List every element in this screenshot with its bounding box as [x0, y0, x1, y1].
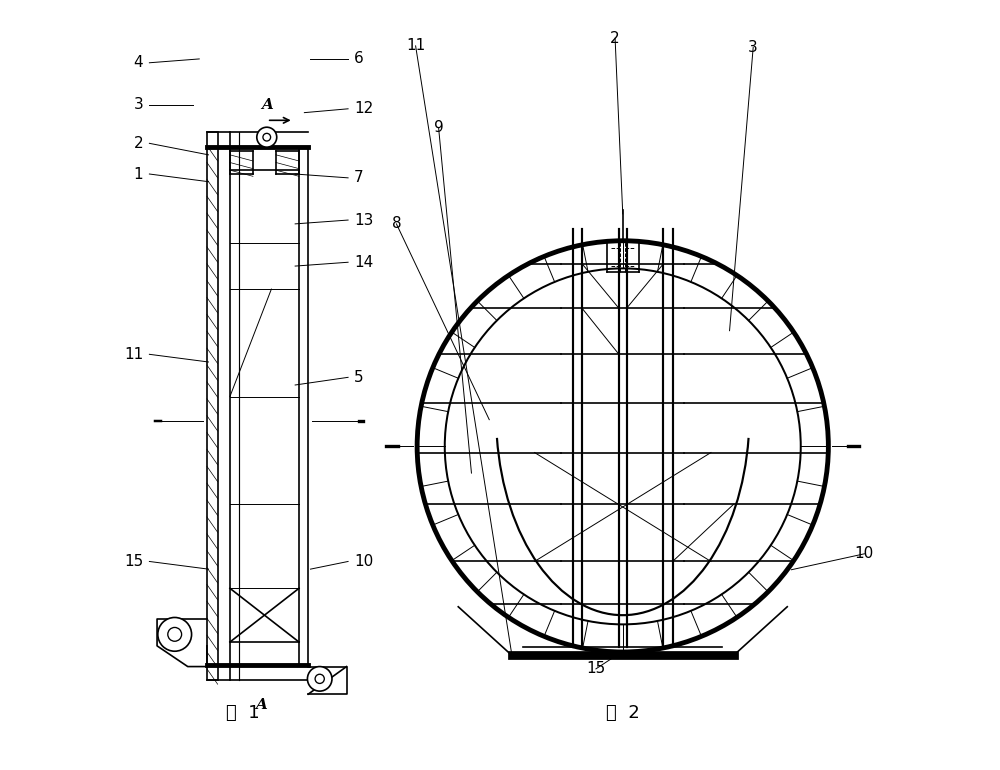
Text: 图  1: 图 1 — [226, 705, 260, 722]
Text: 6: 6 — [354, 52, 364, 66]
Text: 11: 11 — [406, 38, 425, 53]
Text: 9: 9 — [434, 120, 443, 136]
Circle shape — [417, 241, 828, 652]
Text: 10: 10 — [855, 546, 874, 561]
Text: 图  2: 图 2 — [606, 705, 640, 722]
Circle shape — [168, 628, 182, 641]
Text: 5: 5 — [354, 370, 364, 385]
Circle shape — [158, 618, 192, 651]
Text: 3: 3 — [748, 40, 758, 55]
Text: A: A — [255, 698, 267, 712]
Text: A: A — [261, 98, 273, 112]
Circle shape — [307, 667, 332, 691]
Text: 15: 15 — [586, 661, 606, 676]
Circle shape — [257, 127, 277, 147]
Text: 2: 2 — [134, 136, 143, 151]
Text: 13: 13 — [354, 213, 374, 228]
Text: 1: 1 — [134, 166, 143, 182]
Text: 2: 2 — [610, 31, 620, 45]
Text: 7: 7 — [354, 170, 364, 186]
Circle shape — [445, 269, 801, 624]
Bar — [207, 132, 218, 681]
Text: 14: 14 — [354, 255, 373, 270]
Text: 3: 3 — [133, 98, 143, 112]
Circle shape — [263, 133, 271, 141]
Text: 11: 11 — [124, 346, 143, 362]
Text: 8: 8 — [392, 216, 401, 231]
Text: 12: 12 — [354, 102, 373, 116]
Text: 4: 4 — [134, 55, 143, 70]
Circle shape — [315, 675, 324, 684]
Text: 15: 15 — [124, 554, 143, 569]
Text: 10: 10 — [354, 554, 373, 569]
